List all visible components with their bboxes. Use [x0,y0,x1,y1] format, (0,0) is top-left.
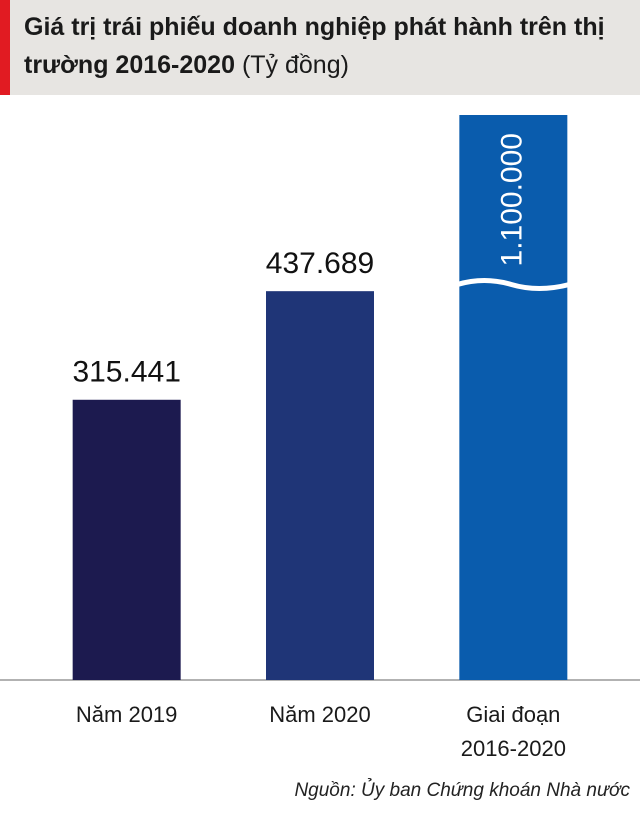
unit-label: (Tỷ đồng) [241,51,349,79]
axis-break [456,278,570,291]
value-label: 315.441 [72,356,180,389]
bar [459,115,568,680]
x-tick-label: Năm 2019 [75,702,178,727]
x-tick-label: Năm 2020 [269,702,371,727]
bar [266,291,374,680]
title-block: Giá trị trái phiếu doanh nghiệp phát hàn… [24,8,624,84]
header: Giá trị trái phiếu doanh nghiệp phát hàn… [0,0,640,95]
source-note: Nguồn: Ủy ban Chứng khoán Nhà nước [294,780,630,801]
bar [72,399,181,680]
value-label: 437.689 [266,247,374,280]
accent-bar [0,0,10,95]
x-tick-label: Giai đoạn 2016-2020 [460,702,566,761]
value-label: 1.100.000 [495,133,528,266]
chart-title: Giá trị trái phiếu doanh nghiệp phát hàn… [24,13,605,79]
